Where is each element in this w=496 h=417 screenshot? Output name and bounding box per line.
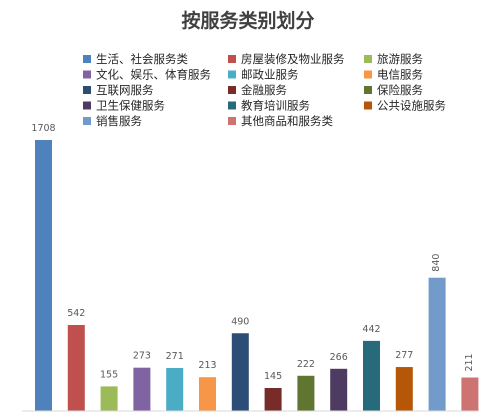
data-label: 213 [198, 360, 216, 371]
bar [264, 387, 282, 411]
legend-label: 电信服务 [377, 68, 423, 82]
legend-swatch [228, 117, 236, 125]
legend-label: 其他商品和服务类 [241, 114, 333, 128]
legend-label: 销售服务 [96, 114, 142, 128]
data-label: 1708 [31, 123, 55, 134]
legend-label: 文化、娱乐、体育服务 [96, 68, 211, 82]
legend-swatch [83, 101, 91, 110]
bar [35, 140, 52, 411]
legend-swatch [228, 101, 236, 110]
bar [199, 377, 216, 411]
legend-swatch [364, 86, 372, 94]
data-label: 145 [264, 371, 282, 382]
legend-label: 教育培训服务 [241, 99, 310, 113]
data-label: 273 [133, 351, 151, 362]
data-label: 222 [297, 359, 315, 370]
data-label: 211 [464, 353, 475, 371]
legend-swatch [364, 55, 372, 63]
legend-swatch [83, 117, 91, 125]
legend-label: 旅游服务 [377, 52, 423, 66]
chart-title: 按服务类别划分 [181, 9, 314, 32]
data-label: 442 [362, 324, 380, 335]
legend-swatch [228, 70, 236, 79]
data-label: 266 [330, 352, 348, 363]
legend-swatch [83, 55, 91, 63]
legend-label: 邮政业服务 [241, 68, 299, 82]
data-label: 155 [100, 369, 118, 380]
legend-label: 互联网服务 [96, 83, 154, 97]
data-labels: 1708 542 155 273 271 213 490 145 222 266 442 277 840… [31, 123, 474, 382]
bar [395, 367, 413, 411]
legend-swatch [364, 70, 372, 79]
bar [330, 368, 348, 411]
legend-label: 金融服务 [241, 83, 287, 97]
data-label: 271 [166, 351, 184, 362]
data-label: 490 [231, 316, 249, 327]
legend-label: 房屋装修及物业服务 [241, 52, 345, 66]
legend-swatch [83, 86, 91, 94]
legend-swatch [83, 70, 91, 79]
bars [35, 140, 479, 411]
bar [133, 367, 151, 411]
bar [166, 368, 184, 411]
legend-label: 保险服务 [377, 83, 423, 97]
bar [67, 325, 85, 411]
bar [297, 375, 315, 411]
legend-swatch [364, 101, 372, 110]
bar [363, 340, 380, 411]
data-label: 840 [431, 254, 442, 272]
legend-label: 卫生保健服务 [96, 99, 165, 113]
data-label: 542 [67, 308, 85, 319]
data-label: 277 [395, 350, 413, 361]
bar [461, 377, 479, 411]
bar [100, 386, 118, 411]
bar [231, 333, 249, 411]
legend-swatch [228, 55, 236, 63]
bar [428, 277, 446, 411]
legend-label: 生活、社会服务类 [96, 52, 188, 66]
legend-swatch [228, 86, 236, 94]
legend-label: 公共设施服务 [377, 99, 446, 113]
